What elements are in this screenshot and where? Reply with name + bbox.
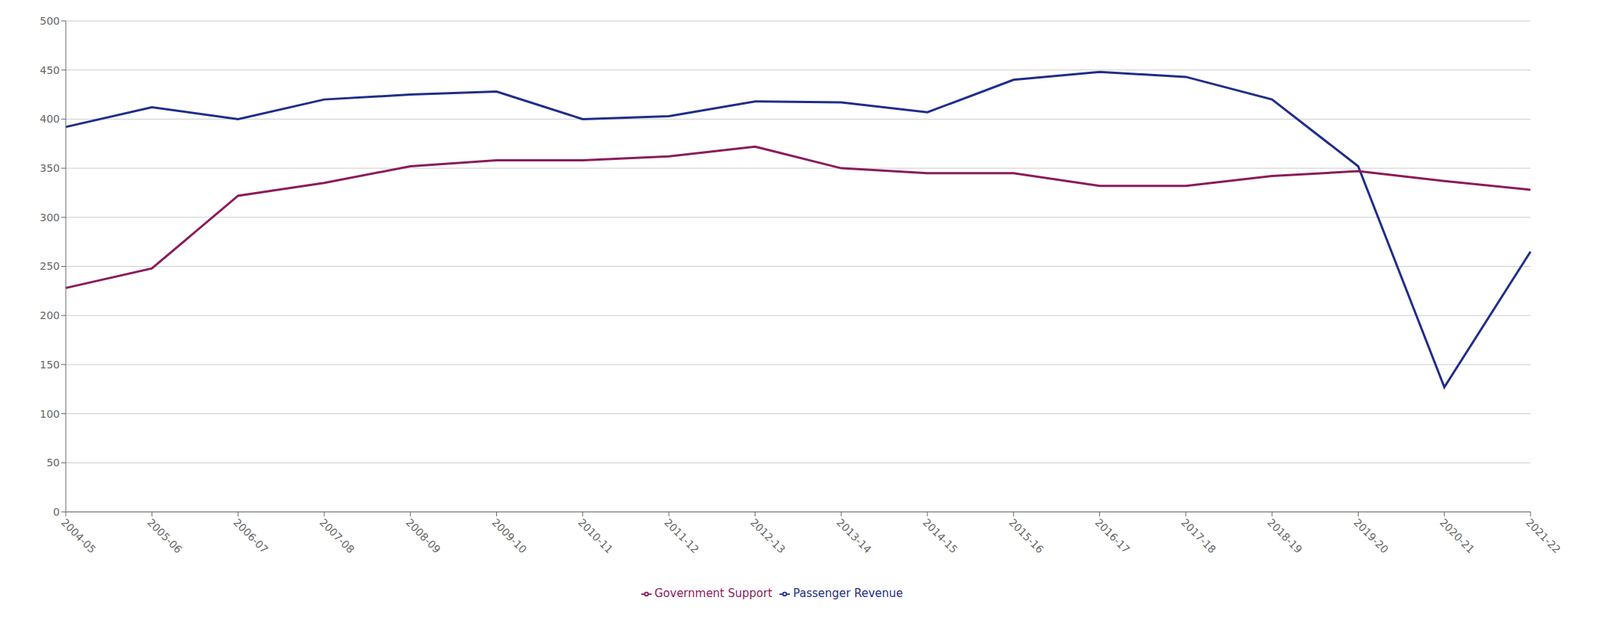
svg-text:350: 350 xyxy=(39,162,60,175)
svg-text:2006-07: 2006-07 xyxy=(230,516,271,557)
svg-text:300: 300 xyxy=(39,211,60,224)
svg-text:2007-08: 2007-08 xyxy=(317,516,358,557)
html-text:Government Support: Government Support xyxy=(654,586,773,601)
svg-text:200: 200 xyxy=(39,309,60,322)
svg-text:500: 500 xyxy=(39,14,60,27)
svg-text:250: 250 xyxy=(39,260,60,273)
svg-text:150: 150 xyxy=(39,358,60,371)
svg-text:2005-06: 2005-06 xyxy=(144,516,185,557)
svg-text:2004-05: 2004-05 xyxy=(59,516,99,557)
svg-text:450: 450 xyxy=(39,64,60,77)
svg-text:2016-17: 2016-17 xyxy=(1092,516,1133,557)
svg-text:2021-22: 2021-22 xyxy=(1523,516,1564,557)
svg-text:2017-18: 2017-18 xyxy=(1179,516,1219,557)
svg-text:400: 400 xyxy=(39,112,60,125)
svg-text:2012-13: 2012-13 xyxy=(748,516,788,557)
svg-text:2011-12: 2011-12 xyxy=(662,516,702,557)
svg-text:2018-19: 2018-19 xyxy=(1265,516,1305,557)
svg-text:2013-14: 2013-14 xyxy=(834,516,874,557)
svg-text:2010-11: 2010-11 xyxy=(576,516,616,557)
svg-text:50: 50 xyxy=(46,456,60,469)
svg-text:2020-21: 2020-21 xyxy=(1437,516,1478,557)
svg-text:0: 0 xyxy=(53,505,60,518)
svg-text:2008-09: 2008-09 xyxy=(403,516,444,557)
svg-text:2009-10: 2009-10 xyxy=(489,516,530,557)
svg-text:2014-15: 2014-15 xyxy=(920,516,961,557)
svg-text:2015-16: 2015-16 xyxy=(1006,516,1047,557)
html-text:Passenger Revenue: Passenger Revenue xyxy=(793,586,903,601)
svg-text:2019-20: 2019-20 xyxy=(1351,516,1391,557)
svg-text:100: 100 xyxy=(39,408,60,420)
